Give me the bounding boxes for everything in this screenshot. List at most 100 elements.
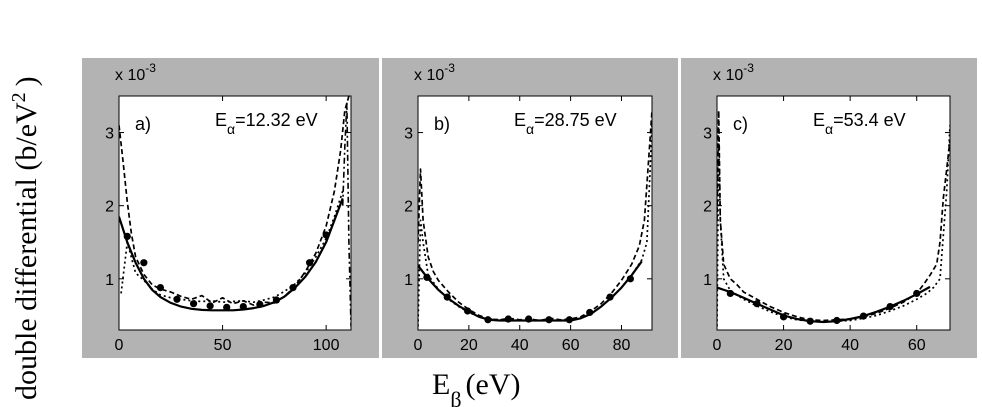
energy-label-sub: α [526,121,534,137]
data-point [726,289,734,298]
data-point [156,283,165,292]
y-tick-label: 3 [703,126,712,143]
data-point [272,296,281,304]
y-multiplier-exp: -3 [743,61,754,75]
data-point [484,316,492,324]
energy-label-value: =28.75 eV [534,110,617,130]
y-tick-label: 1 [703,272,712,289]
x-tick-label: 0 [414,337,423,354]
y-tick-label: 1 [105,272,114,289]
y-axis-label: double differential (b/eV2) [8,76,43,400]
data-point [626,275,634,283]
y-multiplier-exp: -3 [444,61,455,75]
y-multiplier: x 10-3 [115,61,156,84]
series-line-dashed [119,96,351,306]
y-tick-label: 3 [404,126,413,143]
y-multiplier-base: x 10 [713,67,743,84]
y-tick-label: 2 [703,199,712,216]
y-tick-label: 3 [105,126,114,143]
data-point [239,303,247,311]
data-point [806,317,814,325]
data-point [206,302,214,310]
x-tick-label: 60 [908,337,926,354]
energy-label: Eα=28.75 eV [514,110,617,137]
data-point [423,273,431,281]
x-axis-label-sub: β [450,387,461,407]
x-tick-label: 50 [214,337,232,354]
x-tick-label: 40 [511,337,529,354]
data-point [223,303,231,311]
plot-area [118,95,352,331]
series-line-dashed [717,109,950,322]
plot-area [716,95,951,331]
series-group [717,109,950,327]
data-point [463,307,472,315]
data-point [833,316,841,325]
panel-2: 0 20 40 60 80 1 2 3 x 10-3 b) Eα=28.75 eV [382,58,678,358]
energy-label-main: E [215,110,227,130]
series-group [119,96,351,327]
data-point [322,231,330,239]
x-tick-label: 100 [313,337,340,354]
x-tick-label: 40 [841,337,859,354]
data-point [779,313,788,321]
data-point [753,300,761,308]
energy-label-main: E [514,110,526,130]
series-group [418,110,652,327]
y-tick-label: 2 [404,199,413,216]
x-tick-label: 80 [613,337,631,354]
data-point [606,293,614,301]
x-tick-label: 20 [460,337,478,354]
y-axis-label-close: ) [10,76,43,86]
panel-label: b) [434,114,450,134]
energy-label: Eα=53.4 eV [813,110,906,137]
y-multiplier: x 10-3 [713,61,754,84]
data-point [886,303,894,311]
data-point [256,300,264,309]
y-tick-label: 2 [105,199,114,216]
x-tick-label: 0 [115,337,124,354]
series-line-solid [717,285,931,324]
energy-label-value: =12.32 eV [235,110,318,130]
series-line-dotted [418,125,652,327]
x-axis-label-unit: (eV) [466,368,521,401]
data-point [443,293,451,301]
data-point [525,315,533,323]
y-axis-label-main: double differential (b/eV [10,102,43,400]
data-point [173,295,181,303]
y-multiplier-base: x 10 [414,67,444,84]
data-point [565,316,573,324]
x-tick-label: 20 [775,337,793,354]
panel-3: 0 20 40 60 1 2 3 x 10-3 c) Eα=53.4 eV [681,58,977,358]
data-point [586,308,594,317]
data-point [913,289,921,298]
data-point [504,315,512,323]
x-axis-label-main: E [432,368,450,401]
x-tick-label: 60 [562,337,580,354]
series-line-dotted [717,125,950,327]
data-point [859,312,868,320]
energy-label: Eα=12.32 eV [215,110,318,137]
data-point [305,259,314,267]
energy-label-sub: α [227,121,235,137]
panel-label: a) [135,114,151,134]
energy-label-main: E [813,110,825,130]
energy-label-value: =53.4 eV [833,110,906,130]
y-multiplier-exp: -3 [145,61,156,75]
energy-label-sub: α [825,121,833,137]
panel-label: c) [733,114,748,134]
data-point [140,259,148,267]
x-tick-label: 0 [713,337,722,354]
y-tick-label: 1 [404,272,413,289]
data-point [545,316,553,324]
series-line-dashdot [341,102,351,327]
y-multiplier: x 10-3 [414,61,455,84]
plot-area [417,95,653,331]
data-point [123,232,131,240]
y-multiplier-base: x 10 [115,67,145,84]
x-axis-label: Eβ (eV) [432,368,521,407]
y-axis-label-sup: 2 [8,92,30,102]
data-point [189,300,198,308]
